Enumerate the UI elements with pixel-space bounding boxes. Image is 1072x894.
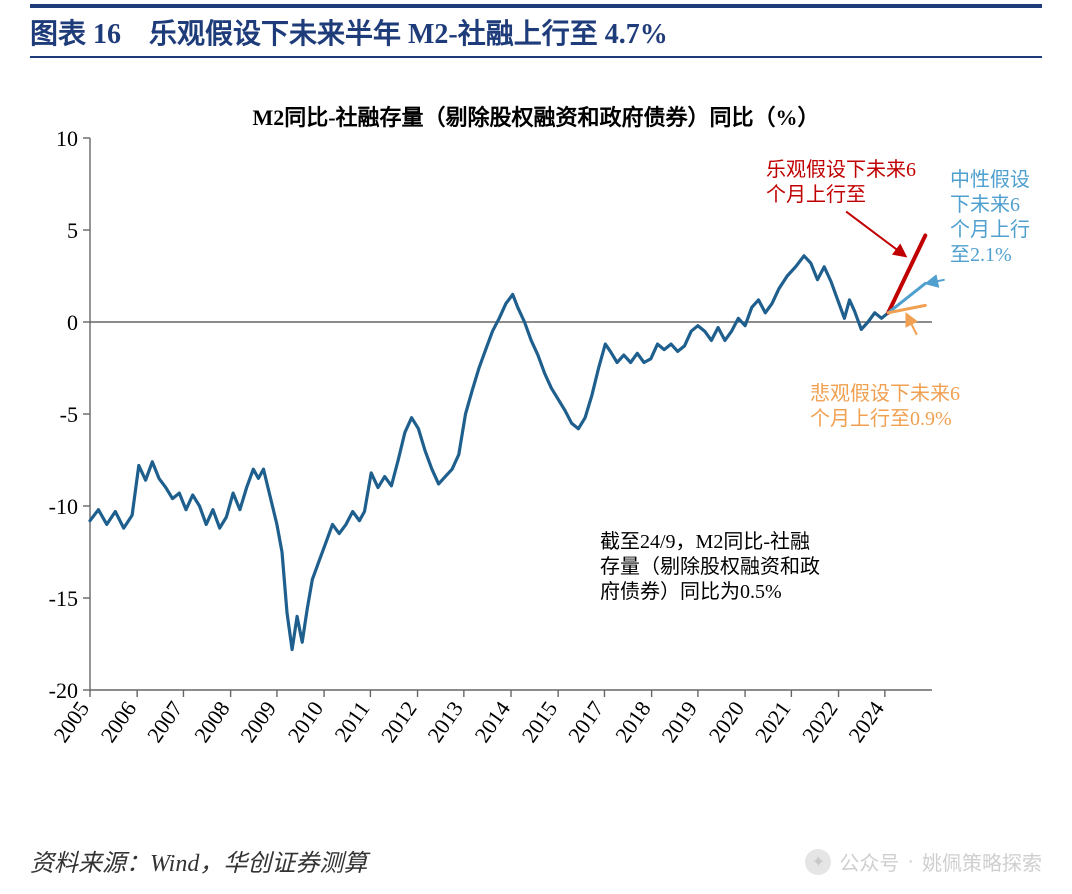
watermark-dot: ·	[907, 850, 914, 873]
y-tick-label: -10	[49, 494, 78, 519]
x-tick-label: 2024	[843, 697, 889, 747]
x-tick-label: 2009	[235, 697, 281, 747]
wechat-icon: ✦	[805, 849, 831, 875]
watermark-label: 公众号	[839, 847, 899, 876]
x-tick-label: 2005	[48, 697, 94, 747]
x-tick-label: 2006	[96, 697, 142, 747]
watermark-account: 姚佩策略探索	[922, 847, 1042, 876]
y-tick-label: 10	[56, 130, 78, 151]
y-tick-label: 0	[67, 310, 78, 335]
watermark: ✦ 公众号 · 姚佩策略探索	[805, 847, 1042, 876]
x-tick-label: 2012	[376, 697, 422, 747]
chart-title: 图表 16 乐观假设下未来半年 M2-社融上行至 4.7%	[30, 12, 1042, 52]
x-tick-label: 2007	[142, 697, 188, 747]
x-tick-label: 2015	[517, 697, 563, 747]
y-tick-label: -5	[60, 402, 78, 427]
line-chart: -20-15-10-505102005200620072008200920102…	[30, 130, 1042, 830]
y-tick-label: 5	[67, 218, 78, 243]
chart-subtitle: M2同比-社融存量（剔除股权融资和政府债券）同比（%）	[0, 100, 1072, 132]
annotation-current_note: 截至24/9，M2同比-社融存量（剔除股权融资和政府债券）同比为0.5%	[600, 530, 820, 830]
source-text: 资料来源：Wind，华创证券测算	[30, 843, 367, 878]
annotation-pessimistic_label: 悲观假设下未来6个月上行至0.9%	[810, 382, 970, 682]
x-tick-label: 2008	[189, 697, 235, 747]
header-rule-bottom	[30, 56, 1042, 58]
x-tick-label: 2010	[282, 697, 328, 747]
y-tick-label: -15	[49, 586, 78, 611]
x-tick-label: 2014	[469, 697, 515, 747]
x-tick-label: 2011	[329, 697, 374, 747]
annotation-arrow-neutral_label	[927, 280, 945, 284]
header-rule-top	[30, 4, 1042, 8]
x-tick-label: 2013	[422, 697, 468, 747]
